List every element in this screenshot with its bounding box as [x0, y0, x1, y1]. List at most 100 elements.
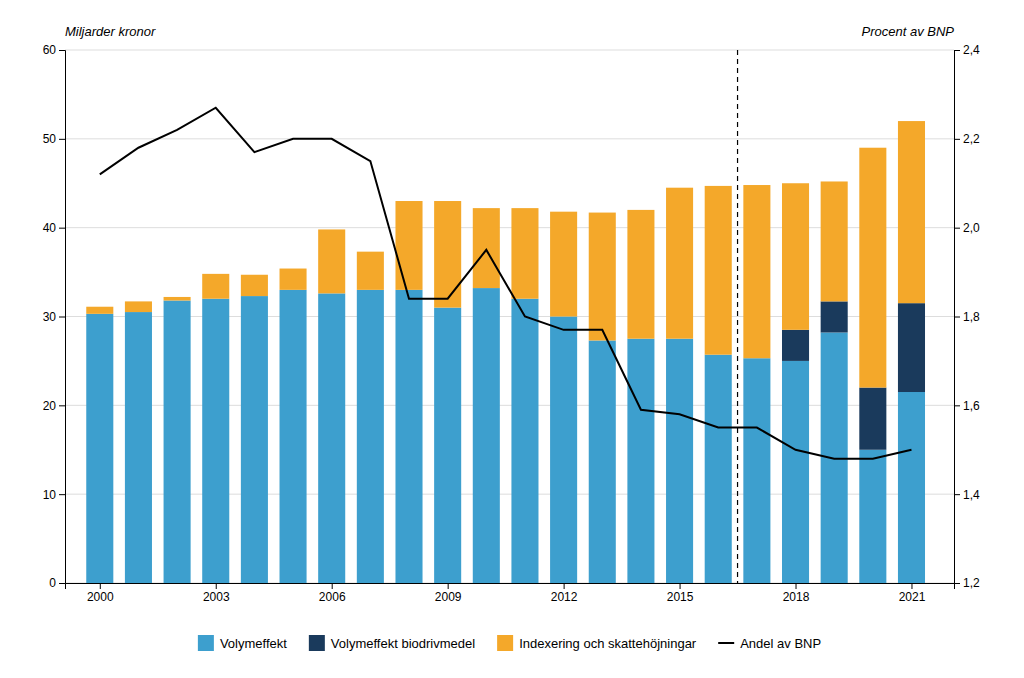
bar: [589, 340, 616, 583]
tick-label: 2,4: [963, 43, 980, 57]
legend-swatch: [497, 635, 513, 651]
tick-label: 1,2: [963, 576, 980, 590]
legend-item: Volymeffekt: [198, 635, 287, 651]
tick: 1,4: [954, 488, 980, 502]
bar-series: [86, 288, 925, 583]
legend-label: Volymeffekt: [220, 636, 287, 651]
tick: 2,0: [954, 221, 980, 235]
tick-label: 10: [43, 488, 57, 502]
tick-label: 1,6: [963, 399, 980, 413]
line: [100, 108, 912, 459]
bar: [318, 293, 345, 583]
legend-swatch: [718, 642, 734, 644]
bar: [280, 290, 307, 583]
tick-label: 2009: [435, 590, 462, 604]
bar: [705, 355, 732, 583]
tick: 60: [43, 43, 65, 57]
tick-mark: [59, 317, 65, 318]
bar: [86, 307, 113, 314]
axis-line: [59, 51, 66, 584]
y-axis: 0102030405060: [43, 43, 66, 590]
bar: [821, 301, 848, 332]
bar: [898, 392, 925, 583]
tick-mark: [59, 139, 65, 140]
tick: 50: [43, 132, 65, 146]
tick-label: 50: [43, 132, 57, 146]
x-axis: 2000 2003 2006 2009 2012 2015 2018 2021: [66, 583, 955, 604]
bar: [125, 301, 152, 312]
tick-label: 1,8: [963, 310, 980, 324]
tick-mark: [448, 583, 449, 589]
bar: [821, 181, 848, 301]
bar: [473, 208, 500, 288]
tick-mark: [954, 50, 960, 51]
bar: [202, 274, 229, 299]
y2-axis-title: Procent av BNP: [862, 24, 955, 39]
tick-mark: [796, 583, 797, 589]
tick-mark: [59, 494, 65, 495]
tick-label: 2,2: [963, 132, 980, 146]
tick: 2,4: [954, 43, 980, 57]
legend-item: Andel av BNP: [718, 636, 821, 651]
axis-line: [955, 51, 961, 584]
tick: 2003: [203, 583, 230, 604]
tick-label: 2021: [899, 590, 926, 604]
tick-mark: [954, 583, 960, 584]
tick-mark: [954, 317, 960, 318]
tick-label: 1,4: [963, 488, 980, 502]
tick: 2000: [87, 583, 114, 604]
vertical-line: [737, 50, 738, 583]
y-axis-title: Miljarder kronor: [65, 24, 156, 39]
tick: 30: [43, 310, 65, 324]
bar: [743, 185, 770, 358]
tick: 2,2: [954, 132, 980, 146]
bar: [550, 317, 577, 584]
chart-svg: 2000200320062009201220152018202101020304…: [0, 0, 1024, 678]
bar: [859, 388, 886, 450]
bar: [782, 330, 809, 361]
tick-mark: [59, 228, 65, 229]
bar: [705, 186, 732, 355]
tick: 10: [43, 488, 65, 502]
grid: [65, 50, 954, 583]
tick: 40: [43, 221, 65, 235]
tick-label: 40: [43, 221, 57, 235]
bar: [473, 288, 500, 583]
tick-label: 2,0: [963, 221, 980, 235]
tick-label: 2012: [551, 590, 578, 604]
tick-mark: [954, 494, 960, 495]
bar: [743, 358, 770, 583]
chart-container: 2000200320062009201220152018202101020304…: [0, 0, 1024, 678]
bar: [589, 213, 616, 341]
tick-label: 2003: [203, 590, 230, 604]
legend: VolymeffektVolymeffekt biodrivmedelIndex…: [198, 635, 821, 651]
bar: [550, 212, 577, 317]
y2-axis: 1,2 1,4 1,6 1,8 2,0 2,2 2,4: [954, 43, 980, 590]
tick: 2015: [667, 583, 694, 604]
bar: [859, 450, 886, 583]
tick: 20: [43, 399, 65, 413]
tick-mark: [911, 583, 912, 589]
bar: [395, 201, 422, 290]
legend-swatch: [309, 635, 325, 651]
bar: [434, 308, 461, 583]
tick: 2009: [435, 583, 462, 604]
bar: [357, 252, 384, 290]
bar-series: [86, 121, 925, 388]
tick-mark: [564, 583, 565, 589]
tick-label: 20: [43, 399, 57, 413]
tick-label: 2018: [783, 590, 810, 604]
tick-mark: [332, 583, 333, 589]
bar: [898, 303, 925, 392]
legend-label: Indexering och skattehöjningar: [519, 636, 697, 651]
bar: [395, 290, 422, 583]
tick: 2006: [319, 583, 346, 604]
bar: [782, 183, 809, 330]
bar: [202, 299, 229, 583]
bar: [164, 297, 191, 301]
tick-mark: [59, 583, 65, 584]
bar: [241, 275, 268, 296]
bar: [434, 201, 461, 308]
plot-area: [86, 50, 925, 583]
tick-mark: [59, 405, 65, 406]
